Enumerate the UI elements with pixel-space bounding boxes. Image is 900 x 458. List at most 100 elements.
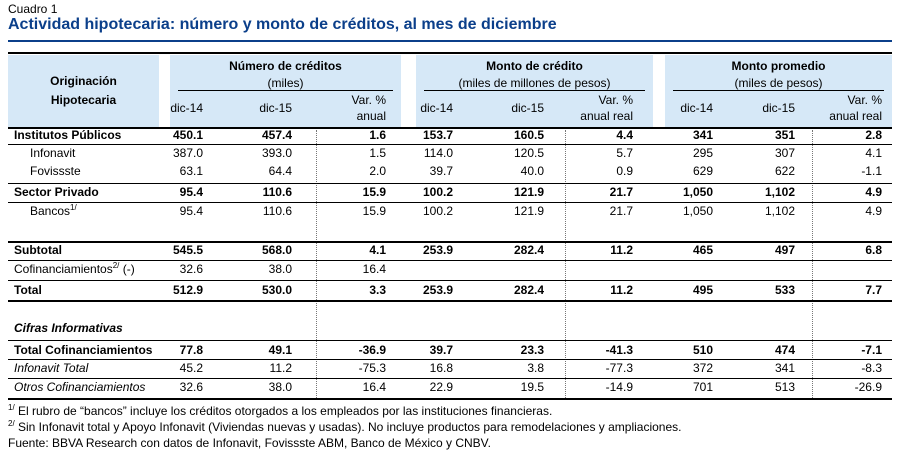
table-cell: 372 xyxy=(692,361,713,375)
table-cell: 530.0 xyxy=(261,283,292,297)
row-label-suffix: (-) xyxy=(119,262,135,276)
header-block xyxy=(416,55,653,127)
row-divider xyxy=(8,260,892,261)
table-cell: 465 xyxy=(692,243,713,257)
footnote-text: Fuente: BBVA Research con datos de Infon… xyxy=(8,436,491,450)
footnote-marker: 2/ xyxy=(8,419,15,428)
table-cell: -75.3 xyxy=(358,361,386,375)
table-cell: -14.9 xyxy=(605,380,633,394)
table-cell: 545.5 xyxy=(172,243,203,257)
table-cell: 1,050 xyxy=(682,204,713,218)
row-divider xyxy=(8,241,892,243)
table-cell: 110.6 xyxy=(262,185,292,199)
table-cell: 32.6 xyxy=(179,262,203,276)
row-header-title: Originación xyxy=(50,74,117,88)
table-cell: 1.6 xyxy=(369,128,386,142)
group-underline xyxy=(178,90,393,91)
table-cell: 63.1 xyxy=(179,164,203,178)
row-divider xyxy=(8,300,892,302)
row-divider xyxy=(8,183,892,184)
footnote-marker: 2/ xyxy=(112,261,120,270)
table-cell: -1.1 xyxy=(861,164,882,178)
footnote: 1/ El rubro de “bancos” incluye los créd… xyxy=(8,403,552,419)
table-cell: 307 xyxy=(774,146,795,160)
header-top-rule xyxy=(8,52,892,54)
table-cell: 120.5 xyxy=(513,146,544,160)
group-underline xyxy=(424,90,645,91)
table-cell: 568.0 xyxy=(261,243,292,257)
table-cell: 38.0 xyxy=(268,262,292,276)
column-header: dic-15 xyxy=(259,101,292,115)
row-label-text: Fovissste xyxy=(30,164,81,178)
table-cell: 2.8 xyxy=(865,128,882,142)
table-cell: 3.3 xyxy=(369,283,386,297)
group-underline xyxy=(673,90,884,91)
table-cell: 95.4 xyxy=(179,204,203,218)
table-cell: 153.7 xyxy=(422,128,453,142)
table-cell: 77.8 xyxy=(179,343,203,357)
row-label-text: Total Cofinanciamientos xyxy=(14,343,153,357)
table-cell: 1,102 xyxy=(764,204,795,218)
table-cell: 4.1 xyxy=(369,243,386,257)
table-cell: 341 xyxy=(692,128,713,142)
row-label-text: Sector Privado xyxy=(14,185,99,199)
row-divider xyxy=(8,202,892,203)
table-cell: 21.7 xyxy=(609,185,633,199)
row-label: Institutos Públicos xyxy=(14,128,121,142)
row-label: Cofinanciamientos2/ (-) xyxy=(14,261,135,277)
table-cell: 3.8 xyxy=(527,361,544,375)
row-label-text: Bancos xyxy=(30,204,71,218)
table-cell: 282.4 xyxy=(513,283,544,297)
footnote-marker: 1/ xyxy=(8,403,15,412)
table-cell: 19.5 xyxy=(520,380,544,394)
header-block xyxy=(170,55,401,127)
row-label: Total Cofinanciamientos xyxy=(14,343,152,357)
table-cell: 22.9 xyxy=(429,380,453,394)
table-cell: 4.9 xyxy=(865,185,882,199)
table-cell: 253.9 xyxy=(422,283,453,297)
table-cell: 16.4 xyxy=(362,262,386,276)
table-cell: -8.3 xyxy=(861,361,882,375)
row-label: Cifras Informativas xyxy=(14,321,123,335)
table-cell: 4.4 xyxy=(616,128,633,142)
table-cell: 295 xyxy=(692,146,713,160)
group-unit: (miles) xyxy=(267,76,304,90)
footnote-text: Sin Infonavit total y Apoyo Infonavit (V… xyxy=(14,420,682,434)
row-label-text: Infonavit Total xyxy=(14,361,89,375)
table-cell: 95.4 xyxy=(179,185,203,199)
table-cell: 64.4 xyxy=(268,164,292,178)
title-divider xyxy=(8,40,892,42)
row-divider xyxy=(8,340,892,341)
footnote: Fuente: BBVA Research con datos de Infon… xyxy=(8,436,491,450)
table-cell: 4.1 xyxy=(865,146,882,160)
table-cell: 40.0 xyxy=(520,164,544,178)
footnote: 2/ Sin Infonavit total y Apoyo Infonavit… xyxy=(8,419,682,435)
row-divider xyxy=(8,378,892,379)
column-header: dic-15 xyxy=(762,101,795,115)
column-separator xyxy=(565,130,566,400)
table-number: Cuadro 1 xyxy=(8,2,58,16)
column-header: anual real xyxy=(580,109,633,123)
table-cell: 5.7 xyxy=(616,146,633,160)
table-cell: 701 xyxy=(692,380,713,394)
table-cell: 629 xyxy=(692,164,713,178)
column-header: dic-14 xyxy=(170,101,203,115)
column-header: anual xyxy=(356,109,386,123)
column-header: dic-14 xyxy=(680,101,713,115)
table-cell: 39.7 xyxy=(429,343,453,357)
table-cell: 393.0 xyxy=(261,146,292,160)
table-cell: 160.5 xyxy=(513,128,544,142)
table-cell: -26.9 xyxy=(854,380,882,394)
table-cell: 23.3 xyxy=(520,343,544,357)
table-cell: 341 xyxy=(774,361,795,375)
table-cell: 100.2 xyxy=(422,204,453,218)
table-cell: 1.5 xyxy=(369,146,386,160)
table-cell: 11.2 xyxy=(610,283,633,297)
table-cell: 622 xyxy=(774,164,795,178)
table-cell: -36.9 xyxy=(358,343,386,357)
row-divider xyxy=(8,398,892,400)
row-label: Otros Cofinanciamientos xyxy=(14,380,145,394)
table-cell: 121.9 xyxy=(513,185,544,199)
column-separator xyxy=(812,130,813,400)
column-header: Var. % xyxy=(598,93,633,107)
